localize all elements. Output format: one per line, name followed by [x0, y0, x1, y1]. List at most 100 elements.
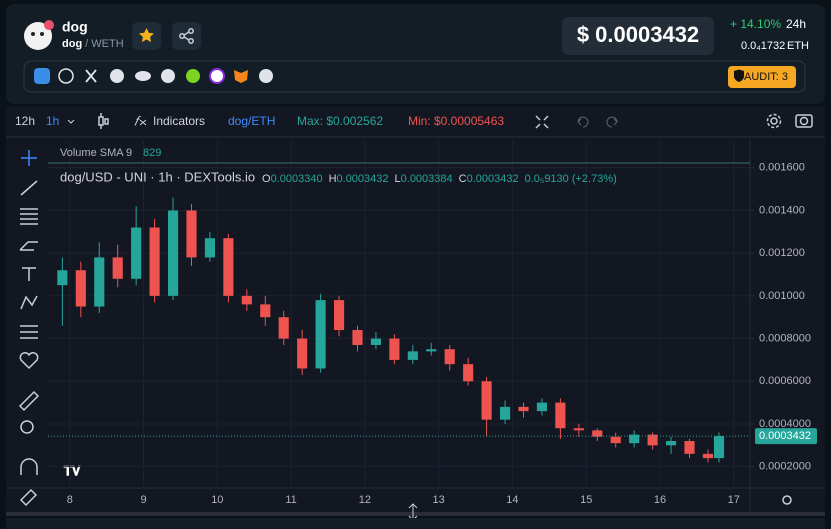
candle-body [223, 238, 234, 296]
change-period: 24h [786, 17, 806, 31]
candle-body [647, 434, 658, 446]
cmc-link[interactable] [209, 68, 225, 84]
measure-tool[interactable] [20, 325, 38, 339]
favorites-tool[interactable] [19, 352, 39, 370]
settings-icon[interactable] [766, 113, 782, 129]
candle-body [463, 364, 474, 382]
interval-button[interactable]: 12h [15, 114, 35, 128]
candle-body [684, 441, 695, 454]
candle-body [186, 210, 197, 258]
interval-button[interactable]: 1h [46, 114, 59, 128]
plot: 0.001600 0.001400 0.001200 0.001000 0.000800… [48, 140, 817, 506]
ruler-tool[interactable] [18, 390, 40, 412]
last-price-tag [755, 428, 817, 445]
logo-badge [44, 20, 54, 30]
token-logo [24, 22, 52, 50]
indicators-button[interactable]: Indicators [153, 114, 205, 128]
fx-icon[interactable]: 𝑓 [134, 113, 141, 128]
footer-card [6, 518, 825, 529]
medium-link[interactable] [135, 71, 151, 81]
candle-body [75, 270, 86, 307]
drawing-toolbar [18, 150, 40, 507]
ohlc-key: H [329, 173, 337, 185]
candle-type-icon[interactable] [98, 113, 109, 129]
candle-body [444, 349, 455, 365]
audit-label: AUDIT: 3 [744, 71, 788, 83]
ohlc-value: 0.0003432 [467, 173, 519, 185]
candle-body [352, 330, 363, 345]
pair-quote: / WETH [85, 38, 124, 50]
star-icon [139, 28, 154, 43]
lock-tool[interactable] [19, 488, 38, 507]
x-tick-label: 17 [728, 494, 740, 506]
undo-icon[interactable] [577, 116, 589, 128]
candle-body [665, 441, 677, 446]
magnet-tool[interactable] [20, 458, 38, 475]
shield-icon [734, 69, 744, 82]
y-tick-label: 0.0004000 [759, 418, 811, 430]
crosshair-tool[interactable] [21, 150, 37, 166]
candle-body [167, 210, 179, 296]
logo-eye [31, 32, 35, 36]
x-tick-label: 15 [580, 494, 592, 506]
candle-body [370, 338, 382, 345]
candle-body [389, 338, 400, 360]
pair-base: dog [62, 38, 82, 50]
ohlc-change: 0.0₅9130 (+2.73%) [525, 173, 617, 185]
snapshot-icon[interactable] [795, 114, 813, 128]
redo-icon[interactable] [606, 116, 618, 128]
audit-badge[interactable] [728, 66, 796, 88]
candle-body [297, 338, 308, 369]
axis-settings-icon[interactable] [782, 495, 792, 505]
more-link[interactable] [259, 69, 273, 83]
logo-eye [40, 32, 44, 36]
price: $ 0.0003432 [577, 22, 699, 47]
website-link[interactable] [58, 68, 74, 84]
x-tick-label: 9 [140, 494, 146, 506]
brush-tool[interactable] [19, 241, 38, 251]
price-change: + 14.10% [730, 17, 781, 31]
min-price: Min: $0.00005463 [408, 114, 504, 128]
resize-bar[interactable] [6, 512, 825, 516]
chart-link[interactable] [34, 68, 50, 84]
pattern-tool[interactable] [20, 295, 38, 310]
x-tick-label: 11 [285, 494, 296, 506]
candle-body [629, 434, 640, 444]
candle-body [241, 295, 252, 305]
candle-body [260, 304, 271, 318]
ohlc-key: L [395, 173, 401, 185]
tv-logo[interactable]: 𝐓𝐕 [64, 463, 81, 478]
fullscreen-icon[interactable] [535, 115, 549, 129]
social-icons [34, 68, 273, 84]
x-link[interactable] [85, 69, 97, 83]
candle-body [149, 227, 160, 296]
zoom-tool[interactable] [20, 420, 34, 434]
telegram-link[interactable] [110, 69, 124, 83]
coingecko-link[interactable] [186, 69, 200, 83]
share-button[interactable] [172, 22, 201, 50]
token-name: dog [62, 19, 88, 35]
ohlc-legend: O0.0003340 H0.0003432 L0.0003384 C0.0003432… [262, 173, 617, 185]
candle-body [426, 349, 437, 352]
x-tick-label: 13 [433, 494, 445, 506]
pair-toggle[interactable]: dog/ETH [228, 114, 275, 128]
share-icon [179, 28, 194, 44]
volume-label: Volume SMA 9 [60, 147, 132, 159]
metamask-link[interactable] [234, 70, 248, 83]
candle-body [204, 238, 216, 258]
candle-body [499, 406, 511, 420]
candle-body [333, 300, 345, 331]
reddit-link[interactable] [161, 69, 175, 83]
chart-title: dog/USD - UNI · 1h · DEXTools.io [60, 169, 255, 184]
fib-tool[interactable] [20, 208, 38, 225]
ohlc-value: 0.0003340 [271, 173, 323, 185]
x-tick-label: 8 [67, 494, 73, 506]
x-tick-label: 16 [654, 494, 666, 506]
text-tool[interactable] [22, 267, 36, 281]
candle-body [573, 428, 584, 431]
pair-line: dog / WETH [62, 38, 124, 50]
interval-caret[interactable] [67, 119, 75, 124]
line-tool[interactable] [20, 180, 38, 196]
